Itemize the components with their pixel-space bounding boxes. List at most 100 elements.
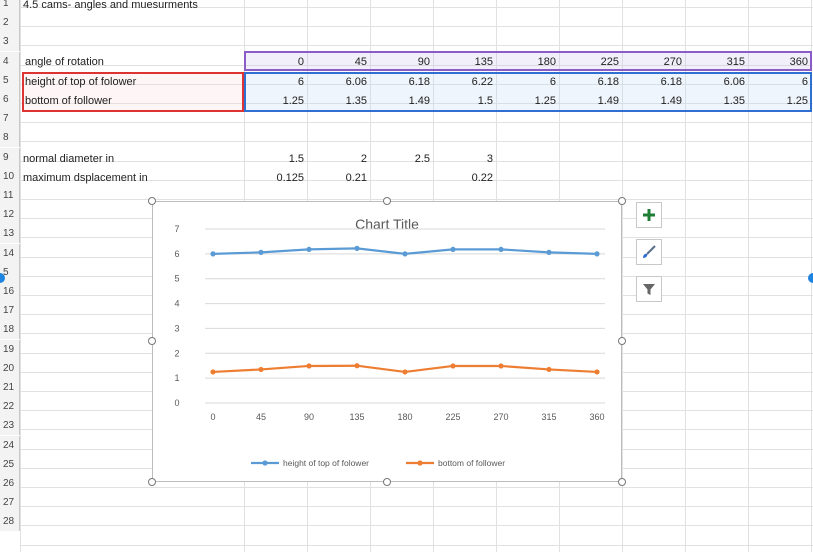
label-height-cell[interactable]: height of top of folower [25, 76, 137, 88]
height-value-cell[interactable]: 6.06 [723, 76, 745, 88]
height-value-cell[interactable]: 6 [549, 76, 556, 88]
chart-elements-button[interactable] [636, 202, 662, 228]
angle-value-cell[interactable]: 90 [417, 56, 430, 68]
row-header[interactable]: 7 [0, 109, 20, 129]
angle-value-cell[interactable]: 270 [663, 56, 682, 68]
height-value-cell[interactable]: 6.18 [660, 76, 682, 88]
row-gridline [20, 26, 813, 28]
row-header[interactable]: 22 [0, 397, 20, 417]
row-header[interactable]: 1 [0, 0, 20, 13]
data-point [402, 369, 408, 375]
row-header[interactable]: 16 [0, 282, 20, 301]
row-header[interactable]: 11 [0, 186, 20, 205]
row-header[interactable]: 14 [0, 243, 20, 263]
angle-value-cell[interactable]: 135 [474, 56, 493, 68]
selection-handle-right[interactable] [808, 273, 813, 283]
row-header[interactable]: 25 [0, 454, 20, 474]
height-value-cell[interactable]: 6 [297, 76, 304, 88]
row-header[interactable]: 6 [0, 90, 20, 109]
row-header[interactable]: 17 [0, 301, 20, 321]
label-diameter-cell[interactable]: normal diameter in [23, 153, 115, 165]
displacement-value-cell[interactable]: 0.125 [276, 172, 304, 184]
bottom-value-cell[interactable]: 1.49 [660, 95, 682, 107]
chart-resize-handle-tr[interactable] [618, 197, 626, 205]
row-header[interactable]: 28 [0, 512, 20, 532]
row-header[interactable]: 24 [0, 435, 20, 455]
label-angle-cell[interactable]: angle of rotation [25, 56, 104, 68]
height-value-cell[interactable]: 6 [801, 76, 808, 88]
row-gridline [20, 141, 813, 143]
height-value-cell[interactable]: 6.18 [597, 76, 619, 88]
diameter-value-cell[interactable]: 1.5 [288, 153, 304, 165]
bottom-value-cell[interactable]: 1.25 [786, 95, 808, 107]
bottom-value-cell[interactable]: 1.25 [282, 95, 304, 107]
row-header[interactable]: 10 [0, 166, 20, 186]
row-header[interactable]: 2 [0, 13, 20, 33]
bottom-value-cell[interactable]: 1.35 [345, 95, 367, 107]
row-header[interactable]: 21 [0, 378, 20, 397]
chart-resize-handle-bm[interactable] [383, 478, 391, 486]
displacement-value-cell[interactable]: 0.21 [345, 172, 367, 184]
y-tick-label: 6 [174, 249, 179, 259]
bottom-value-cell[interactable]: 1.35 [723, 95, 745, 107]
row-header[interactable]: 5 [0, 262, 20, 282]
row-header[interactable]: 3 [0, 32, 20, 52]
bottom-value-cell[interactable]: 1.49 [597, 95, 619, 107]
chart-series[interactable] [210, 245, 600, 375]
sheet-title-cell[interactable]: 4.5 cams- angles and muesurments [23, 0, 198, 11]
diameter-value-cell[interactable]: 2.5 [414, 153, 430, 165]
diameter-value-cell[interactable]: 2 [360, 153, 367, 165]
row-header[interactable]: 13 [0, 224, 20, 244]
angle-value-cell[interactable]: 0 [297, 56, 304, 68]
chart-filters-button[interactable] [636, 276, 662, 302]
chart-resize-handle-tm[interactable] [383, 197, 391, 205]
angle-value-cell[interactable]: 225 [600, 56, 619, 68]
label-bottom-cell[interactable]: bottom of follower [25, 95, 112, 107]
row-header[interactable]: 18 [0, 320, 20, 340]
height-value-cell[interactable]: 6.22 [471, 76, 493, 88]
bottom-value-cell[interactable]: 1.49 [408, 95, 430, 107]
label-displacement-cell[interactable]: maximum dsplacement in [23, 172, 148, 184]
bottom-value-cell[interactable]: 1.25 [534, 95, 556, 107]
chart-resize-handle-bl[interactable] [148, 478, 156, 486]
row-header[interactable]: 9 [0, 147, 20, 167]
chart-title[interactable]: Chart Title [355, 216, 419, 232]
selection-handle-left[interactable] [0, 273, 5, 283]
height-value-cell[interactable]: 6.18 [408, 76, 430, 88]
chart-resize-handle-ml[interactable] [148, 337, 156, 345]
angle-value-cell[interactable]: 315 [726, 56, 745, 68]
row-header[interactable]: 20 [0, 358, 20, 378]
angle-value-cell[interactable]: 360 [789, 56, 808, 68]
height-value-cell[interactable]: 6.06 [345, 76, 367, 88]
row-gridline [20, 199, 813, 200]
row-header[interactable]: 8 [0, 128, 20, 148]
legend-marker [262, 460, 268, 466]
row-header[interactable]: 4 [0, 51, 20, 71]
row-header[interactable]: 23 [0, 416, 20, 436]
x-tick-label: 180 [397, 412, 412, 422]
displacement-value-cell[interactable] [370, 169, 433, 188]
bottom-value-cell[interactable]: 1.5 [477, 95, 493, 107]
row-header[interactable]: 12 [0, 205, 20, 225]
data-point [210, 251, 216, 257]
chart-resize-handle-mr[interactable] [618, 337, 626, 345]
row-gridline [20, 506, 813, 508]
chart-styles-button[interactable] [636, 239, 662, 265]
displacement-value-cell[interactable]: 0.22 [471, 172, 493, 184]
selection-values-range [244, 72, 812, 112]
row-header[interactable]: 26 [0, 474, 20, 493]
row-header[interactable]: 27 [0, 493, 20, 513]
angle-value-cell[interactable]: 45 [354, 56, 367, 68]
chart-resize-handle-tl[interactable] [148, 197, 156, 205]
y-tick-label: 7 [174, 224, 179, 234]
chart-gridlines [205, 228, 605, 404]
chart-legend[interactable]: height of top of folower bottom of follow… [251, 458, 505, 468]
row-header[interactable]: 19 [0, 339, 20, 359]
angle-value-cell[interactable]: 180 [537, 56, 556, 68]
chart-resize-handle-br[interactable] [618, 478, 626, 486]
diameter-value-cell[interactable]: 3 [486, 153, 493, 165]
row-header[interactable]: 5 [0, 70, 20, 90]
data-point [306, 246, 312, 252]
